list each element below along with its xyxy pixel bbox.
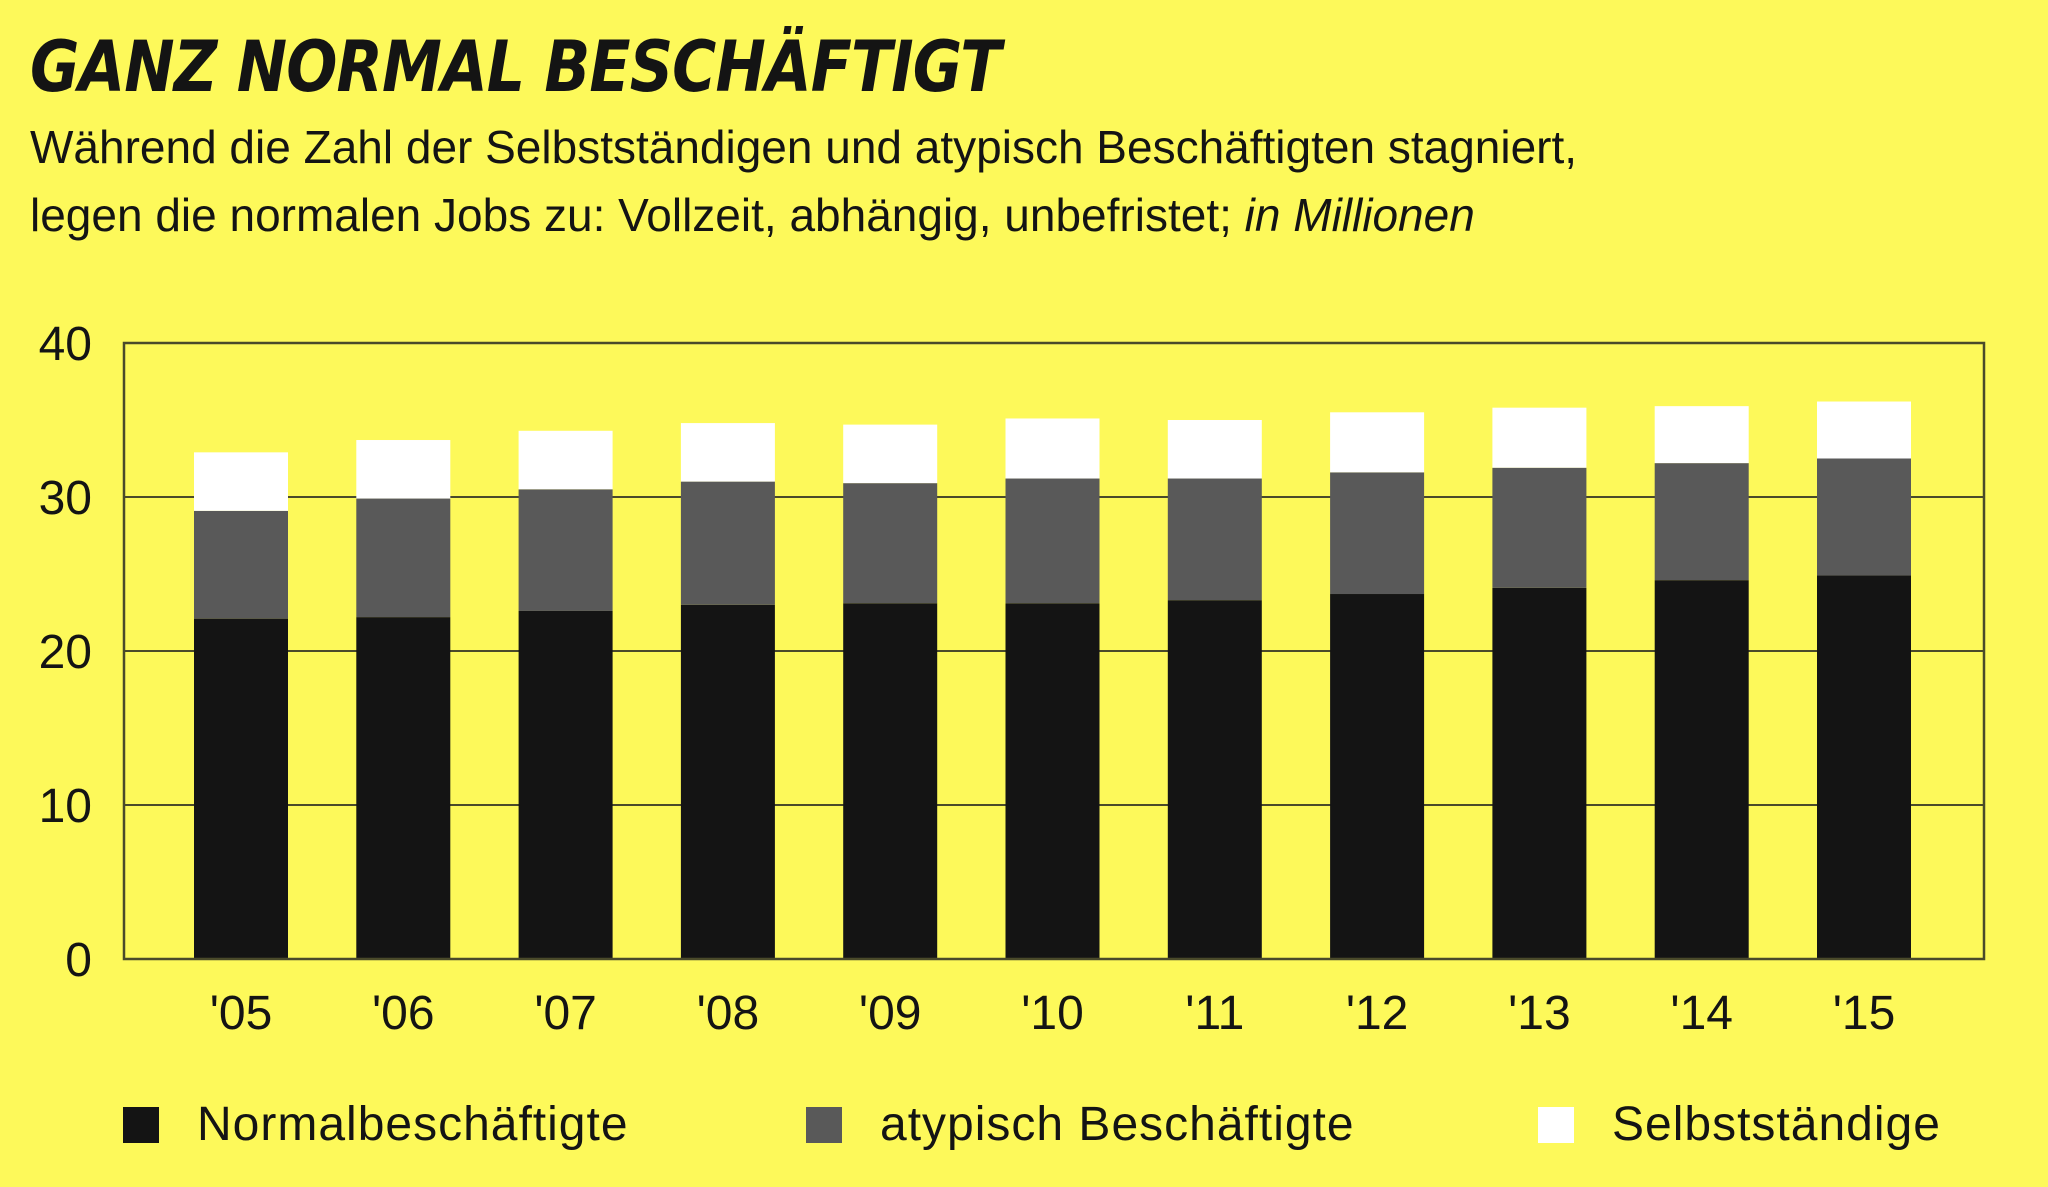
- bar-atypisch-10: [1817, 458, 1911, 576]
- y-tick-label-40: 40: [39, 318, 92, 371]
- y-tick-label-10: 10: [39, 780, 92, 833]
- plot-frame: [122, 341, 1986, 961]
- bar-atypisch-6: [1167, 478, 1262, 601]
- legend-item-selbst: Selbstständige: [1538, 1090, 1941, 1160]
- bar-selbst-0: [194, 452, 288, 511]
- legend-label-selbst: Selbstständige: [1612, 1098, 1941, 1151]
- bar-normal-0: [194, 618, 288, 959]
- bar-normal-7: [1330, 594, 1425, 959]
- bars: [194, 401, 1911, 959]
- bar-normal-10: [1817, 575, 1911, 959]
- bar-selbst-3: [680, 423, 775, 482]
- chart-title: GANZ NORMAL BESCHÄFTIGT: [30, 26, 1001, 108]
- y-tick-label-30: 30: [39, 472, 92, 525]
- bar-selbst-7: [1330, 412, 1425, 473]
- legend-swatch-normal: [123, 1107, 159, 1143]
- bar-atypisch-4: [843, 483, 938, 604]
- bar-atypisch-5: [1005, 478, 1100, 604]
- x-tick-label-2: '07: [534, 987, 597, 1040]
- x-tick-label-7: '12: [1346, 987, 1409, 1040]
- plot-border: [122, 341, 1986, 961]
- x-tick-label-9: '14: [1670, 987, 1733, 1040]
- bar-atypisch-8: [1492, 467, 1587, 588]
- subtitle-line-2: legen die normalen Jobs zu: Vollzeit, ab…: [30, 181, 1577, 249]
- bar-atypisch-9: [1654, 463, 1749, 581]
- x-tick-label-1: '06: [372, 987, 435, 1040]
- x-tick-label-8: '13: [1508, 987, 1571, 1040]
- stacked-bar-chart: 0 10 20 30 40 '05 '06 '07 '08 '09 '10 '11 '12 '13 '14…: [39, 318, 1986, 1040]
- legend-label-normal: Normalbeschäftigte: [197, 1098, 629, 1151]
- bar-selbst-2: [518, 430, 613, 490]
- y-tick-label-20: 20: [39, 626, 92, 679]
- chart-subtitle: Während die Zahl der Selbstständigen und…: [30, 113, 1577, 249]
- bar-normal-4: [843, 603, 938, 959]
- bar-atypisch-1: [356, 498, 451, 618]
- bar-selbst-6: [1167, 420, 1262, 479]
- x-tick-label-0: '05: [210, 987, 273, 1040]
- subtitle-unit: in Millionen: [1244, 189, 1475, 241]
- bar-atypisch-7: [1330, 472, 1425, 595]
- bar-selbst-8: [1492, 407, 1587, 468]
- bar-normal-6: [1167, 600, 1262, 959]
- legend-swatch-atypisch: [806, 1107, 842, 1143]
- bar-atypisch-2: [518, 489, 613, 611]
- bar-selbst-4: [843, 424, 938, 484]
- y-tick-label-0: 0: [65, 934, 92, 987]
- subtitle-line-2-text: legen die normalen Jobs zu: Vollzeit, ab…: [30, 189, 1232, 241]
- bar-normal-9: [1654, 580, 1749, 959]
- bar-normal-5: [1005, 603, 1100, 959]
- bar-selbst-5: [1005, 418, 1100, 479]
- x-tick-label-10: '15: [1833, 987, 1896, 1040]
- bar-selbst-1: [356, 440, 451, 499]
- subtitle-line-1: Während die Zahl der Selbstständigen und…: [30, 121, 1578, 173]
- bar-selbst-9: [1654, 406, 1749, 464]
- bar-normal-1: [356, 617, 451, 959]
- x-tick-label-6: '11: [1185, 987, 1244, 1040]
- bar-selbst-10: [1817, 401, 1911, 459]
- y-axis: 0 10 20 30 40: [39, 318, 92, 987]
- legend-item-atypisch: atypisch Beschäftigte: [806, 1090, 1355, 1160]
- legend-item-normal: Normalbeschäftigte: [123, 1090, 629, 1160]
- bar-normal-8: [1492, 587, 1587, 959]
- legend-swatch-selbst: [1538, 1107, 1574, 1143]
- legend-label-atypisch: atypisch Beschäftigte: [880, 1098, 1355, 1151]
- x-tick-label-3: '08: [697, 987, 760, 1040]
- x-tick-label-5: '10: [1021, 987, 1084, 1040]
- bar-normal-2: [518, 610, 613, 959]
- bar-normal-3: [680, 604, 775, 959]
- legend: Normalbeschäftigte atypisch Beschäftigte…: [0, 1090, 2048, 1160]
- x-tick-label-4: '09: [859, 987, 922, 1040]
- bar-atypisch-0: [194, 510, 288, 619]
- bar-atypisch-3: [680, 481, 775, 605]
- x-axis: '05 '06 '07 '08 '09 '10 '11 '12 '13 '14 '15: [210, 987, 1896, 1040]
